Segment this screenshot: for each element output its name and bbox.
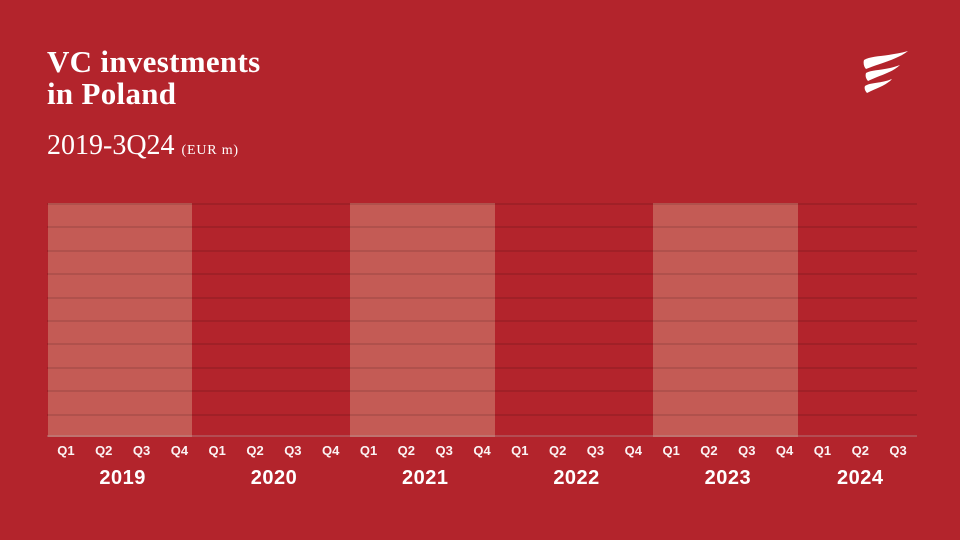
gridline <box>47 203 917 205</box>
year-label-2019: 2019 <box>99 467 146 489</box>
quarter-label-2024-Q2: Q2 <box>851 443 869 458</box>
quarter-label-2021-Q1: Q1 <box>359 443 378 458</box>
gridline <box>47 366 917 369</box>
quarter-label-2022-Q3: Q3 <box>586 443 605 458</box>
gridline <box>47 249 917 252</box>
subtitle-range: 2019-3Q24 <box>47 130 175 161</box>
quarter-label-2020-Q4: Q4 <box>322 443 340 458</box>
chart-plot-area <box>47 203 917 437</box>
quarter-label-2023-Q1: Q1 <box>662 443 680 458</box>
quarter-label-2020-Q1: Q1 <box>208 443 226 458</box>
gridline <box>47 320 917 322</box>
quarter-label-2022-Q2: Q2 <box>548 443 567 458</box>
quarter-label-2019-Q4: Q4 <box>170 443 189 458</box>
subtitle: 2019-3Q24 (EUR m) <box>47 131 239 166</box>
gridline <box>47 226 917 229</box>
quarter-label-2024-Q3: Q3 <box>889 443 907 458</box>
year-highlight-band-2021 <box>350 203 495 437</box>
quarter-axis: Q1 Q2 Q3 Q4 Q1 Q2 Q3 Q4 Q1 Q2 Q3 Q4 Q1 Q2 Q3 Q4 Q1 Q2 Q3 Q4… <box>47 444 917 458</box>
subtitle-unit: (EUR m) <box>181 143 239 158</box>
quarter-label-2023-Q4: Q4 <box>775 443 794 458</box>
quarter-label-2023-Q3: Q3 <box>738 443 756 458</box>
three-wave-flag-logo-icon <box>860 50 912 96</box>
gridline <box>47 296 917 299</box>
gridline <box>47 343 917 346</box>
quarter-label-2024-Q1: Q1 <box>813 443 832 458</box>
year-label-2023: 2023 <box>704 467 752 489</box>
year-label-2020: 2020 <box>250 467 298 489</box>
year-highlight-band-2023 <box>652 203 798 437</box>
quarter-label-2021-Q2: Q2 <box>397 443 416 458</box>
quarter-label-2023-Q2: Q2 <box>700 443 718 458</box>
quarter-label-2022-Q1: Q1 <box>511 443 529 458</box>
gridline <box>47 390 917 393</box>
quarter-label-2019-Q1: Q1 <box>57 443 75 458</box>
quarter-label-2020-Q2: Q2 <box>246 443 264 458</box>
quarter-label-2020-Q3: Q3 <box>284 443 302 458</box>
gridline <box>47 413 917 416</box>
year-label-2021: 2021 <box>402 467 449 489</box>
quarter-label-2022-Q4: Q4 <box>624 443 642 458</box>
year-label-2022: 2022 <box>553 467 600 489</box>
year-highlight-band-2019 <box>47 203 193 437</box>
title-line-1: VC investments <box>47 44 261 79</box>
x-axis-baseline <box>47 435 917 437</box>
quarter-label-2021-Q4: Q4 <box>473 443 491 458</box>
gridline <box>47 435 917 437</box>
quarter-label-2019-Q2: Q2 <box>95 443 113 458</box>
gridline <box>47 273 917 276</box>
page-title: VC investments in Poland <box>47 46 260 110</box>
year-axis: 2019 2020 2021 2022 2023 2024 <box>47 467 917 491</box>
quarter-label-2019-Q3: Q3 <box>132 443 151 458</box>
title-line-2: in Poland <box>47 76 177 111</box>
quarter-label-2021-Q3: Q3 <box>435 443 453 458</box>
year-label-2024: 2024 <box>837 467 884 489</box>
